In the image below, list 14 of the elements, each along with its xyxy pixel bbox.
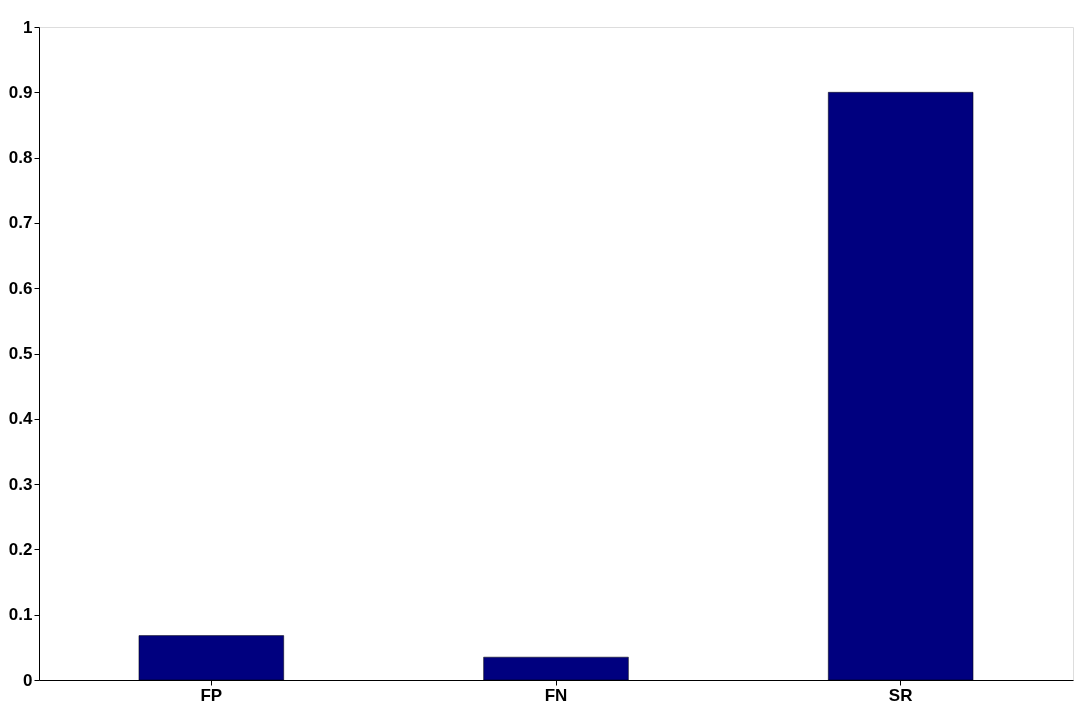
x-tick-label: SR (888, 685, 913, 705)
y-tick-label: 0.2 (8, 539, 33, 559)
y-tick-label: 0.4 (8, 409, 34, 429)
y-tick-label: 0.9 (8, 82, 33, 102)
y-tick-label: 1 (23, 17, 33, 37)
y-tick-label: 0 (23, 670, 33, 690)
y-tick-label: 0.7 (8, 213, 33, 233)
x-tick-label: FP (200, 685, 223, 705)
y-tick-label: 0.3 (8, 474, 33, 494)
y-tick-label: 0.6 (8, 278, 33, 298)
y-tick-label: 0.1 (8, 605, 33, 625)
y-tick-label: 0.8 (8, 148, 33, 168)
x-tick-label: FN (544, 685, 568, 705)
y-tick-label: 0.5 (8, 344, 33, 363)
